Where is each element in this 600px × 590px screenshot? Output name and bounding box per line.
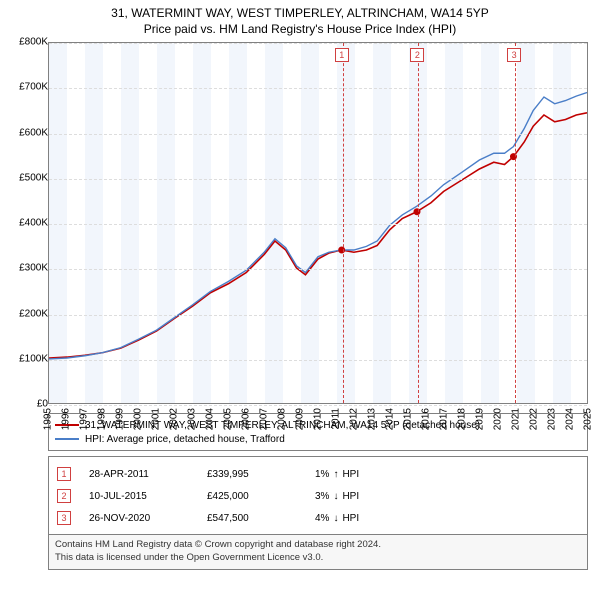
x-axis-tick-label: 2010 — [313, 408, 324, 430]
sale-pct: 1% — [315, 469, 329, 480]
plot-area — [48, 42, 588, 404]
gridline — [49, 88, 587, 89]
x-axis-tick-label: 2013 — [367, 408, 378, 430]
chart-container: 31, WATERMINT WAY, WEST TIMPERLEY, ALTRI… — [0, 0, 600, 590]
x-axis-tick-label: 2022 — [529, 408, 540, 430]
arrow-icon: ↓ — [333, 513, 338, 524]
y-axis-tick-label: £400K — [6, 218, 48, 229]
x-axis-tick-label: 2020 — [493, 408, 504, 430]
sale-row: 1 28-APR-2011 £339,995 1% ↑ HPI — [57, 463, 579, 485]
sale-vline — [343, 43, 344, 403]
x-axis-tick-label: 2024 — [565, 408, 576, 430]
sale-price: £339,995 — [207, 469, 297, 480]
sale-marker-1: 1 — [335, 48, 349, 62]
x-axis-tick-label: 2007 — [259, 408, 270, 430]
sale-hpi-label: HPI — [342, 513, 359, 524]
sale-hpi-label: HPI — [342, 469, 359, 480]
footer-line2: This data is licensed under the Open Gov… — [55, 552, 581, 565]
arrow-icon: ↑ — [333, 469, 338, 480]
gridline — [49, 360, 587, 361]
x-axis-tick-label: 2003 — [187, 408, 198, 430]
arrow-icon: ↓ — [333, 491, 338, 502]
gridline — [49, 134, 587, 135]
sale-vline — [515, 43, 516, 403]
sale-vs-hpi: 4% ↓ HPI — [315, 513, 395, 524]
sale-vs-hpi: 3% ↓ HPI — [315, 491, 395, 502]
x-axis-tick-label: 1995 — [43, 408, 54, 430]
sale-price: £425,000 — [207, 491, 297, 502]
sale-marker-2: 2 — [410, 48, 424, 62]
x-axis-tick-label: 2021 — [511, 408, 522, 430]
x-axis-tick-label: 2025 — [583, 408, 594, 430]
y-axis-tick-label: £100K — [6, 353, 48, 364]
chart-subtitle: Price paid vs. HM Land Registry's House … — [0, 22, 600, 36]
sale-pct: 3% — [315, 491, 329, 502]
sale-row: 2 10-JUL-2015 £425,000 3% ↓ HPI — [57, 485, 579, 507]
x-axis-tick-label: 2006 — [241, 408, 252, 430]
x-axis-tick-label: 1998 — [97, 408, 108, 430]
x-axis-tick-label: 2015 — [403, 408, 414, 430]
x-axis-tick-label: 1997 — [79, 408, 90, 430]
x-axis-tick-label: 2016 — [421, 408, 432, 430]
y-axis-tick-label: £200K — [6, 308, 48, 319]
sale-dot — [338, 247, 345, 254]
legend-item: HPI: Average price, detached house, Traf… — [55, 432, 581, 446]
gridline — [49, 224, 587, 225]
x-axis-tick-label: 2000 — [133, 408, 144, 430]
sale-row: 3 26-NOV-2020 £547,500 4% ↓ HPI — [57, 507, 579, 529]
sale-index-marker: 3 — [57, 511, 71, 525]
y-axis-tick-label: £600K — [6, 127, 48, 138]
x-axis-tick-label: 2012 — [349, 408, 360, 430]
x-axis-tick-label: 1996 — [61, 408, 72, 430]
sale-date: 10-JUL-2015 — [89, 491, 189, 502]
x-axis-tick-label: 2011 — [331, 408, 342, 430]
sale-hpi-label: HPI — [342, 491, 359, 502]
series-price_paid — [49, 113, 587, 358]
sale-price: £547,500 — [207, 513, 297, 524]
gridline — [49, 43, 587, 44]
gridline — [49, 269, 587, 270]
sale-index-marker: 2 — [57, 489, 71, 503]
gridline — [49, 315, 587, 316]
gridline — [49, 179, 587, 180]
y-axis-tick-label: £800K — [6, 37, 48, 48]
y-axis-tick-label: £500K — [6, 172, 48, 183]
series-hpi — [49, 92, 587, 358]
sale-date: 28-APR-2011 — [89, 469, 189, 480]
x-axis-tick-label: 2014 — [385, 408, 396, 430]
x-axis-tick-label: 2005 — [223, 408, 234, 430]
gridline — [49, 405, 587, 406]
legend-swatch — [55, 438, 79, 440]
sale-marker-3: 3 — [507, 48, 521, 62]
y-axis-tick-label: £300K — [6, 263, 48, 274]
x-axis-tick-label: 2018 — [457, 408, 468, 430]
x-axis-tick-label: 2001 — [151, 408, 162, 430]
x-axis-tick-label: 2008 — [277, 408, 288, 430]
sale-pct: 4% — [315, 513, 329, 524]
x-axis-tick-label: 2009 — [295, 408, 306, 430]
attribution-footer: Contains HM Land Registry data © Crown c… — [48, 534, 588, 570]
sale-dot — [414, 208, 421, 215]
x-axis-tick-label: 1999 — [115, 408, 126, 430]
chart-lines-svg — [49, 43, 587, 403]
sale-vline — [418, 43, 419, 403]
sale-vs-hpi: 1% ↑ HPI — [315, 469, 395, 480]
chart-title-address: 31, WATERMINT WAY, WEST TIMPERLEY, ALTRI… — [0, 6, 600, 20]
x-axis-tick-label: 2017 — [439, 408, 450, 430]
y-axis-tick-label: £700K — [6, 82, 48, 93]
x-axis-tick-label: 2023 — [547, 408, 558, 430]
legend-label: HPI: Average price, detached house, Traf… — [85, 434, 285, 445]
sales-table: 1 28-APR-2011 £339,995 1% ↑ HPI 2 10-JUL-2015 £4… — [48, 456, 588, 536]
x-axis-tick-label: 2019 — [475, 408, 486, 430]
x-axis-tick-label: 2004 — [205, 408, 216, 430]
x-axis-tick-label: 2002 — [169, 408, 180, 430]
footer-line1: Contains HM Land Registry data © Crown c… — [55, 539, 581, 552]
sale-date: 26-NOV-2020 — [89, 513, 189, 524]
sale-index-marker: 1 — [57, 467, 71, 481]
